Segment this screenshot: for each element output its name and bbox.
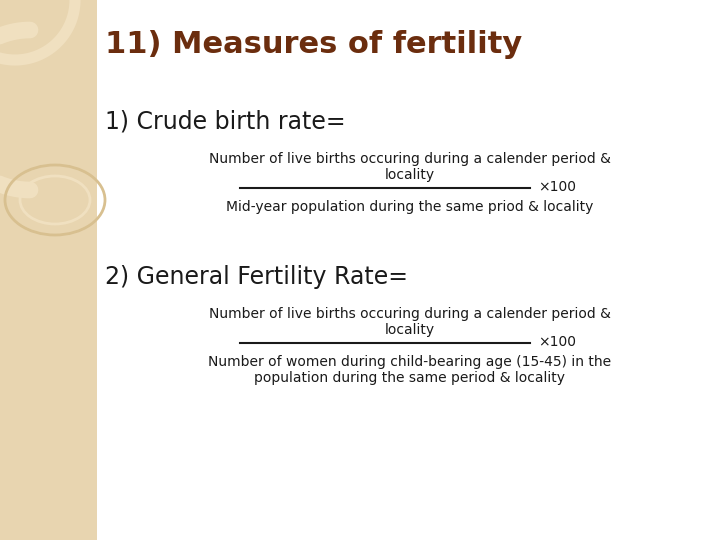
Text: Number of live births occuring during a calender period &
locality: Number of live births occuring during a … [209, 307, 611, 337]
Text: 11) Measures of fertility: 11) Measures of fertility [105, 30, 522, 59]
Text: Number of live births occuring during a calender period &
locality: Number of live births occuring during a … [209, 152, 611, 182]
Text: 2) General Fertility Rate=: 2) General Fertility Rate= [105, 265, 408, 289]
Text: 1) Crude birth rate=: 1) Crude birth rate= [105, 110, 346, 134]
Text: ×100: ×100 [538, 180, 576, 194]
Bar [0, 0, 97, 540]
Text: Mid-year population during the same priod & locality: Mid-year population during the same prio… [226, 200, 594, 214]
Text: Number of women during child-bearing age (15-45) in the
population during the sa: Number of women during child-bearing age… [208, 355, 611, 385]
Text: ×100: ×100 [538, 335, 576, 349]
